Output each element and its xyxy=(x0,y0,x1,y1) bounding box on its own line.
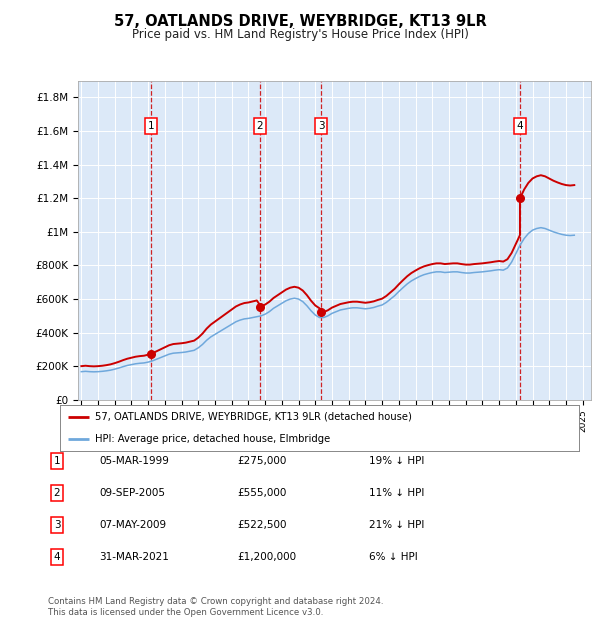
Text: HPI: Average price, detached house, Elmbridge: HPI: Average price, detached house, Elmb… xyxy=(95,434,331,445)
Text: 11% ↓ HPI: 11% ↓ HPI xyxy=(369,488,424,498)
Text: 1: 1 xyxy=(53,456,61,466)
Text: 21% ↓ HPI: 21% ↓ HPI xyxy=(369,520,424,530)
Text: 3: 3 xyxy=(53,520,61,530)
Text: 57, OATLANDS DRIVE, WEYBRIDGE, KT13 9LR (detached house): 57, OATLANDS DRIVE, WEYBRIDGE, KT13 9LR … xyxy=(95,412,412,422)
Text: 2: 2 xyxy=(53,488,61,498)
Text: 07-MAY-2009: 07-MAY-2009 xyxy=(99,520,166,530)
Text: 09-SEP-2005: 09-SEP-2005 xyxy=(99,488,165,498)
Text: 19% ↓ HPI: 19% ↓ HPI xyxy=(369,456,424,466)
Text: 57, OATLANDS DRIVE, WEYBRIDGE, KT13 9LR: 57, OATLANDS DRIVE, WEYBRIDGE, KT13 9LR xyxy=(113,14,487,29)
Text: 3: 3 xyxy=(318,121,325,131)
Text: 4: 4 xyxy=(517,121,523,131)
Text: This data is licensed under the Open Government Licence v3.0.: This data is licensed under the Open Gov… xyxy=(48,608,323,617)
Text: 1: 1 xyxy=(148,121,155,131)
Text: Contains HM Land Registry data © Crown copyright and database right 2024.: Contains HM Land Registry data © Crown c… xyxy=(48,597,383,606)
Text: 05-MAR-1999: 05-MAR-1999 xyxy=(99,456,169,466)
Text: £522,500: £522,500 xyxy=(237,520,287,530)
Text: 4: 4 xyxy=(53,552,61,562)
Text: £275,000: £275,000 xyxy=(237,456,286,466)
Text: 6% ↓ HPI: 6% ↓ HPI xyxy=(369,552,418,562)
Text: £1,200,000: £1,200,000 xyxy=(237,552,296,562)
Text: 2: 2 xyxy=(257,121,263,131)
Text: 31-MAR-2021: 31-MAR-2021 xyxy=(99,552,169,562)
Text: £555,000: £555,000 xyxy=(237,488,286,498)
Text: Price paid vs. HM Land Registry's House Price Index (HPI): Price paid vs. HM Land Registry's House … xyxy=(131,28,469,41)
